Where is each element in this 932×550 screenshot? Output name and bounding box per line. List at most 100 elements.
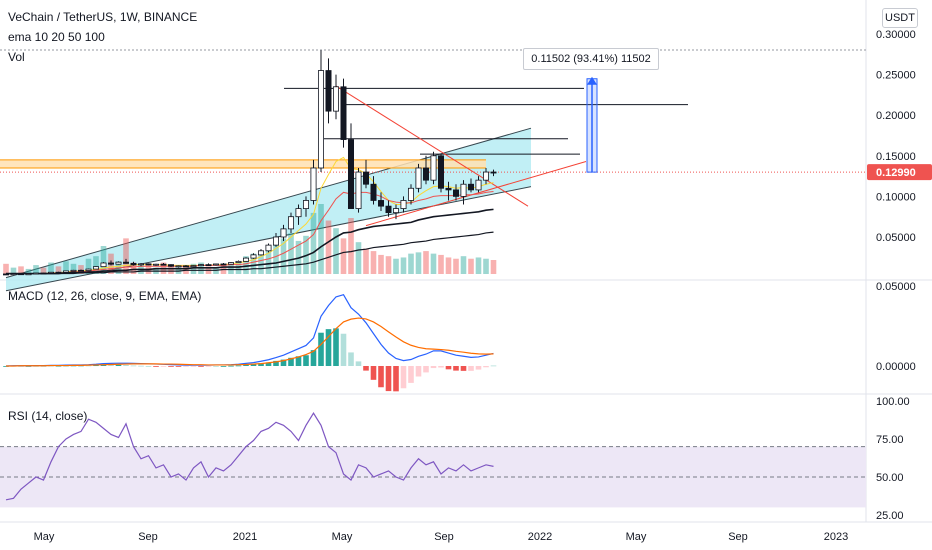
macd-histogram-bar bbox=[18, 366, 24, 367]
candle-body bbox=[33, 272, 40, 275]
volume-bar bbox=[310, 212, 317, 274]
current-price-label: 0.12990 bbox=[876, 167, 916, 179]
volume-bar bbox=[10, 267, 17, 274]
candle-body bbox=[108, 262, 115, 265]
macd-line bbox=[5, 294, 494, 367]
macd-histogram-bar bbox=[130, 365, 137, 367]
candle-body bbox=[265, 244, 272, 252]
candle-body bbox=[332, 86, 339, 112]
macd-histogram-bar bbox=[258, 363, 264, 366]
volume-bar bbox=[348, 218, 354, 274]
volume-legend[interactable]: Vol bbox=[8, 50, 25, 64]
rsi-tick-label: 100.00 bbox=[876, 396, 910, 408]
macd-histogram-bar bbox=[295, 356, 302, 366]
resistance-zone bbox=[0, 159, 486, 168]
macd-histogram-bar bbox=[430, 366, 437, 369]
volume-bar bbox=[400, 257, 407, 274]
macd-histogram-bar bbox=[25, 366, 32, 367]
volume-bar bbox=[25, 268, 32, 274]
volume-bar bbox=[490, 260, 497, 274]
symbol-title[interactable]: VeChain / TetherUS, 1W, BINANCE bbox=[8, 10, 198, 24]
price-tick-label: 0.25000 bbox=[876, 70, 916, 82]
candle-body bbox=[137, 263, 144, 266]
time-tick-label: 2021 bbox=[233, 531, 257, 543]
volume-bar bbox=[288, 233, 294, 274]
macd-histogram-bar bbox=[273, 360, 279, 366]
macd-histogram-bar bbox=[100, 364, 107, 366]
time-tick-label: Sep bbox=[728, 531, 748, 543]
volume-bar bbox=[228, 262, 234, 274]
macd-histogram-bar bbox=[93, 365, 99, 367]
macd-histogram-bar bbox=[235, 365, 242, 367]
price-pane[interactable] bbox=[0, 49, 866, 292]
volume-bar bbox=[3, 263, 9, 274]
candle-body bbox=[452, 189, 459, 197]
macd-histogram-bar bbox=[438, 366, 444, 368]
candle-body bbox=[10, 273, 17, 276]
volume-bar bbox=[318, 204, 324, 274]
candle-body bbox=[295, 208, 302, 218]
macd-histogram-bar bbox=[138, 365, 144, 367]
volume-bar bbox=[55, 266, 62, 274]
candle-body bbox=[93, 266, 100, 270]
candle-body bbox=[227, 262, 234, 265]
currency-button[interactable]: USDT bbox=[882, 8, 918, 28]
macd-histogram-bar bbox=[355, 361, 362, 366]
candle-body bbox=[190, 265, 197, 268]
ema-legend[interactable]: ema 10 20 50 100 bbox=[8, 30, 105, 44]
macd-legend[interactable]: MACD (12, 26, close, 9, EMA, EMA) bbox=[8, 289, 202, 303]
volume-bar bbox=[33, 265, 39, 274]
candle-body bbox=[250, 254, 257, 259]
price-tick-label: 0.30000 bbox=[876, 29, 916, 41]
measure-label: 0.11502 (93.41%) 11502 bbox=[523, 48, 659, 70]
volume-bar bbox=[70, 263, 77, 274]
macd-histogram-bar bbox=[115, 364, 122, 366]
candle-body bbox=[63, 270, 70, 273]
candle-body bbox=[100, 262, 107, 268]
rsi-legend[interactable]: RSI (14, close) bbox=[8, 409, 88, 423]
volume-bar bbox=[190, 263, 197, 274]
macd-histogram-bar bbox=[183, 366, 189, 367]
volume-bar bbox=[340, 238, 347, 274]
candle-body bbox=[123, 261, 130, 264]
volume-bar bbox=[63, 261, 69, 274]
candle-body bbox=[407, 187, 414, 201]
macd-histogram-bar bbox=[460, 366, 467, 371]
price-tick-label: 0.10000 bbox=[876, 191, 916, 203]
macd-histogram-bar bbox=[250, 364, 257, 366]
time-tick-label: May bbox=[34, 531, 55, 543]
volume-bar bbox=[100, 246, 107, 274]
macd-histogram-bar bbox=[468, 366, 474, 371]
candle-body bbox=[235, 260, 242, 263]
candle-body bbox=[17, 273, 24, 276]
volume-bar bbox=[123, 238, 129, 274]
candle-body bbox=[115, 261, 122, 265]
candle-body bbox=[355, 171, 362, 209]
rsi-pane[interactable] bbox=[0, 412, 866, 508]
candle-body bbox=[445, 187, 452, 191]
ascending-channel-fill bbox=[6, 128, 531, 291]
time-tick-label: May bbox=[626, 531, 647, 543]
volume-bar bbox=[483, 258, 489, 274]
volume-bar bbox=[370, 251, 377, 274]
candle-body bbox=[70, 269, 77, 272]
candle-body bbox=[437, 155, 444, 189]
macd-histogram-bar bbox=[310, 350, 317, 366]
macd-histogram-bar bbox=[205, 366, 212, 367]
axes: 0.30000 0.25000 0.20000 0.15000 0.10000 0.050… bbox=[34, 29, 932, 543]
macd-tick-label: 0.00000 bbox=[876, 361, 916, 373]
candle-body bbox=[182, 265, 189, 268]
macd-histogram-bar bbox=[415, 366, 422, 377]
macd-histogram-bar bbox=[85, 365, 92, 367]
candle-body bbox=[197, 264, 204, 267]
rsi-line bbox=[5, 412, 494, 501]
volume-bar bbox=[378, 254, 384, 274]
macd-histogram-bar bbox=[408, 366, 414, 383]
rsi-tick-label: 75.00 bbox=[876, 434, 904, 446]
macd-pane[interactable] bbox=[3, 294, 497, 392]
candle-body bbox=[310, 167, 317, 201]
volume-bar bbox=[430, 253, 437, 274]
candle-body bbox=[415, 167, 422, 189]
ema-line-3 bbox=[6, 208, 494, 275]
